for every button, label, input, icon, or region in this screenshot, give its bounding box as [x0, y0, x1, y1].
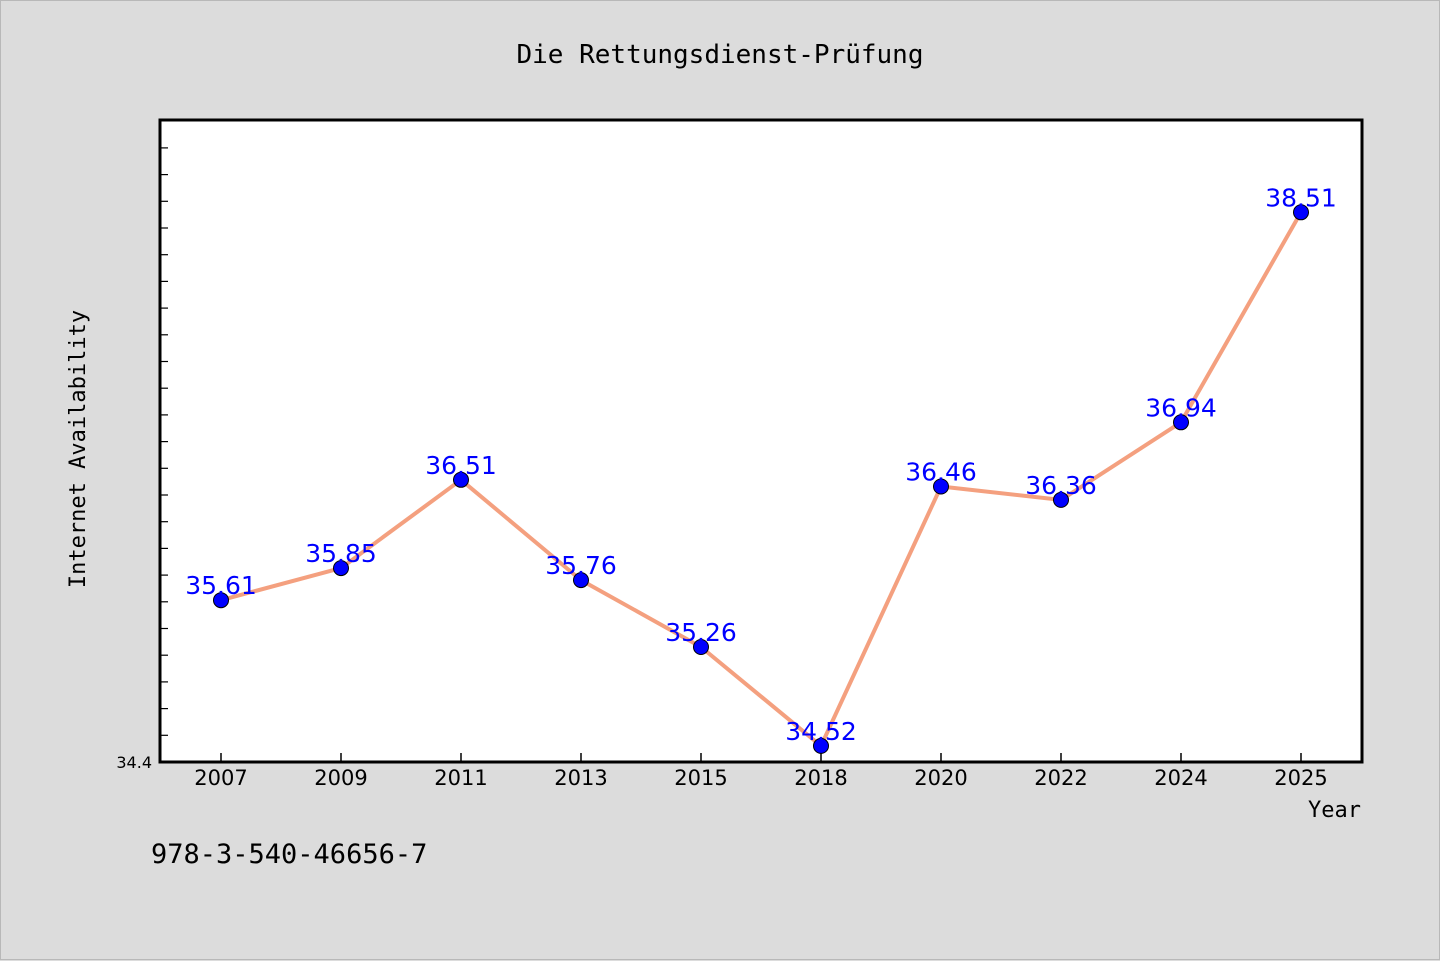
data-label: 36.51	[425, 451, 497, 480]
x-tick-label: 2024	[1154, 766, 1207, 790]
data-label: 35.26	[665, 618, 737, 647]
x-tick-label: 2011	[434, 766, 487, 790]
data-point	[213, 592, 229, 609]
x-tick-label: 2025	[1274, 766, 1327, 790]
data-point	[693, 639, 709, 655]
data-point	[453, 471, 469, 488]
x-tick-label: 2018	[794, 766, 847, 790]
data-label: 38.51	[1265, 183, 1337, 212]
x-tick-label: 2009	[314, 766, 367, 790]
data-label: 35.85	[305, 539, 377, 568]
data-point	[1173, 414, 1189, 431]
isbn-text: 978-3-540-46656-7	[151, 839, 427, 870]
data-label: 36.46	[905, 458, 977, 487]
x-axis-ticks	[220, 753, 1302, 762]
data-point	[1053, 491, 1069, 508]
series-data-labels: 35.61 35.85 36.51 35.76 35.26 34.52 36.46 36.36…	[185, 183, 1337, 746]
data-label: 34.52	[785, 717, 857, 746]
x-axis-tick-labels: 2007 2009 2011 2013 2015 2018 2020 2022 2024 2025	[194, 766, 1327, 790]
x-tick-label: 2015	[674, 766, 727, 790]
data-point	[573, 572, 589, 589]
chart-title: Die Rettungsdienst-Prüfung	[517, 40, 924, 70]
data-label: 36.94	[1145, 393, 1217, 422]
series-markers	[213, 204, 1309, 754]
data-label: 35.61	[185, 571, 257, 600]
data-point	[933, 478, 949, 495]
x-tick-label: 2022	[1034, 766, 1087, 790]
y-axis-ticks	[160, 147, 168, 736]
data-label: 36.36	[1025, 471, 1097, 500]
y-axis-label: Internet Availability	[66, 310, 91, 588]
y-tick-label-min: 34.4	[116, 753, 152, 772]
data-point	[1293, 204, 1309, 221]
x-tick-label: 2007	[194, 766, 247, 790]
x-tick-label: 2020	[914, 766, 967, 790]
x-axis-label: Year	[1308, 798, 1361, 823]
plot-area	[158, 118, 1364, 764]
data-point	[813, 737, 829, 754]
data-label: 35.76	[545, 551, 617, 580]
x-tick-label: 2013	[554, 766, 607, 790]
series-line	[220, 211, 1303, 748]
data-point	[333, 560, 349, 577]
